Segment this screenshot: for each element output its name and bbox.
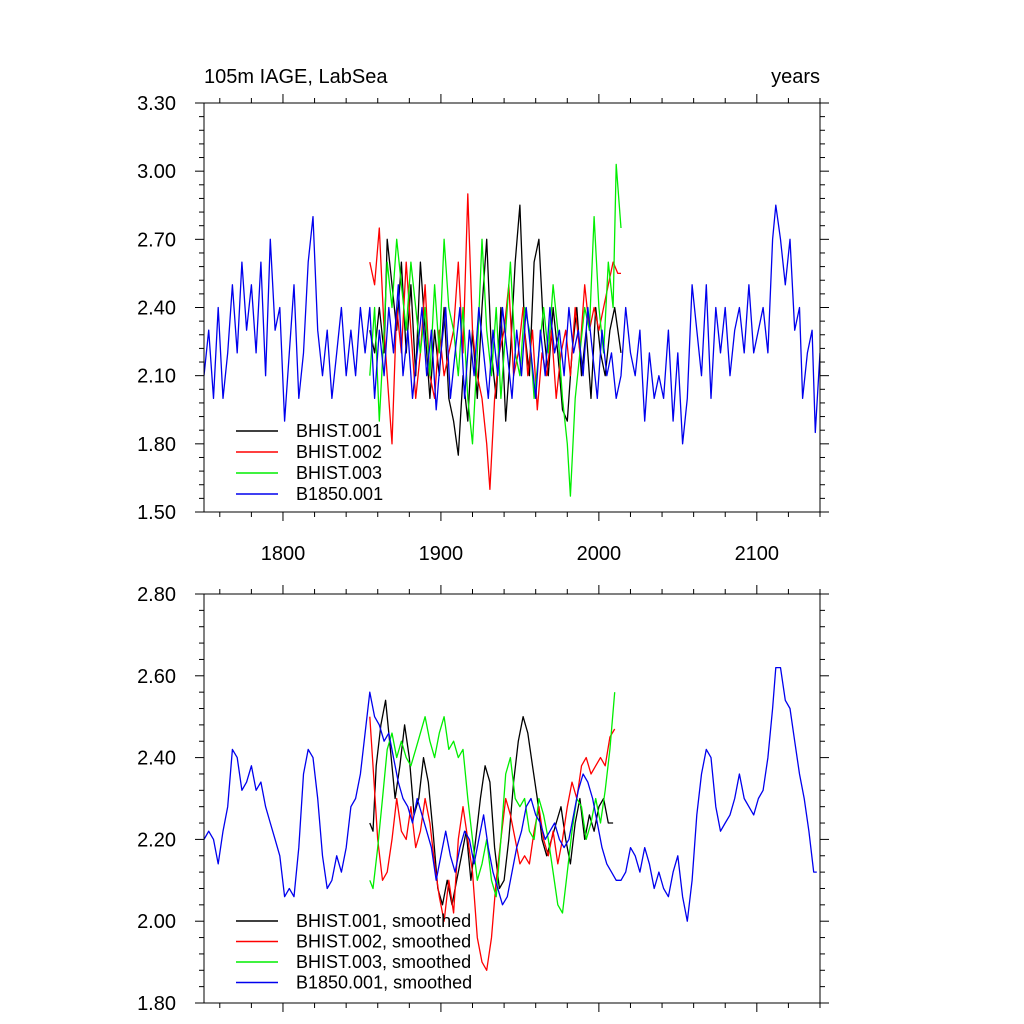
top-y-tick-label: 3.30 bbox=[137, 93, 176, 115]
top-legend-label-4: B1850.001 bbox=[296, 484, 383, 504]
bottom-y-tick-label: 1.80 bbox=[137, 993, 176, 1015]
bottom-legend-label-2: BHIST.002, smoothed bbox=[296, 932, 471, 952]
top-panel-title: 105m IAGE, LabSea bbox=[204, 66, 388, 88]
top-x-tick-label: 2000 bbox=[577, 543, 622, 565]
top-y-tick-label: 2.40 bbox=[137, 298, 176, 320]
top-y-tick-label: 1.50 bbox=[137, 502, 176, 524]
top-y-tick-label: 2.10 bbox=[137, 366, 176, 388]
top-x-tick-label: 1800 bbox=[261, 543, 306, 565]
top-series-line-3 bbox=[369, 163, 622, 497]
bottom-plot-frame bbox=[203, 593, 821, 1004]
top-series-line-4 bbox=[204, 204, 820, 445]
top-series-line-1 bbox=[369, 204, 622, 456]
bottom-legend-label-1: BHIST.001, smoothed bbox=[296, 911, 471, 931]
top-x-tick-label: 1900 bbox=[419, 543, 464, 565]
bottom-series-line-3 bbox=[369, 692, 616, 914]
top-panel: 105m IAGE, LabSea years 1.50 1.80 2.10 2.40… bbox=[137, 66, 829, 565]
bottom-legend-label-4: B1850.001, smoothed bbox=[296, 973, 472, 993]
top-legend-label-3: BHIST.003 bbox=[296, 463, 382, 483]
bottom-series-line-1 bbox=[369, 699, 614, 906]
bottom-y-tick-label: 2.80 bbox=[137, 584, 176, 606]
bottom-legend-label-3: BHIST.003, smoothed bbox=[296, 952, 471, 972]
top-legend-label-1: BHIST.001 bbox=[296, 421, 382, 441]
top-y-tick-label: 3.00 bbox=[137, 161, 176, 183]
bottom-series-line-2 bbox=[369, 716, 616, 971]
top-y-tick-label: 1.80 bbox=[137, 434, 176, 456]
bottom-panel: 1.80 2.00 2.20 2.40 2.60 2.80 BHIST.001, smoot… bbox=[137, 584, 829, 1015]
top-x-tick-label: 2100 bbox=[735, 543, 780, 565]
bottom-y-tick-label: 2.60 bbox=[137, 666, 176, 688]
top-legend-label-2: BHIST.002 bbox=[296, 442, 382, 462]
bottom-series-line-4 bbox=[204, 666, 817, 922]
top-y-tick-label: 2.70 bbox=[137, 229, 176, 251]
top-panel-units: years bbox=[771, 66, 820, 88]
bottom-y-tick-label: 2.40 bbox=[137, 748, 176, 770]
bottom-y-tick-label: 2.00 bbox=[137, 911, 176, 933]
bottom-y-tick-label: 2.20 bbox=[137, 829, 176, 851]
